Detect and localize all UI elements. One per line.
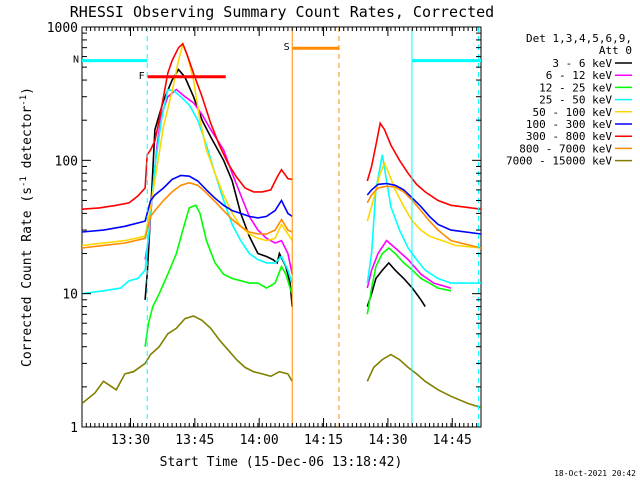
series-line-2-seg-0 bbox=[144, 204, 293, 347]
legend-header-0: Det 1,3,4,5,6,9, bbox=[526, 32, 632, 45]
series-line-0-seg-1 bbox=[366, 261, 426, 308]
legend-label-2: 12 - 25 keV bbox=[539, 81, 612, 94]
series-line-3-seg-1 bbox=[366, 154, 481, 284]
legend-label-6: 300 - 800 keV bbox=[526, 130, 612, 143]
x-axis-label: Start Time (15-Dec-06 13:18:42) bbox=[160, 455, 403, 470]
series-line-3-seg-0 bbox=[81, 88, 293, 295]
y-tick-label-1: 10 bbox=[62, 288, 78, 303]
series-line-5-seg-0 bbox=[81, 174, 293, 233]
y-axis-label: Corrected Count Rate (s-1 detector-1) bbox=[19, 87, 35, 367]
legend-label-1: 6 - 12 keV bbox=[546, 69, 613, 82]
series-line-4-seg-0 bbox=[81, 41, 293, 247]
y-tick-label-2: 100 bbox=[55, 154, 78, 169]
series-line-7-seg-1 bbox=[366, 185, 482, 249]
series-line-6-seg-1 bbox=[366, 121, 482, 210]
x-axis: 13:30 13:45 14:00 14:15 14:30 14:45 bbox=[81, 27, 482, 448]
series-line-2-seg-1 bbox=[366, 246, 452, 315]
legend-label-0: 3 - 6 keV bbox=[552, 57, 612, 70]
y-tick-label-0: 1 bbox=[70, 421, 78, 436]
legend-header-1: Att 0 bbox=[599, 44, 632, 57]
x-tick-label-5: 14:45 bbox=[433, 433, 472, 448]
plot-frame bbox=[81, 26, 482, 428]
series-line-1-seg-1 bbox=[366, 239, 452, 289]
y-tick-label-3: 1000 bbox=[47, 21, 78, 36]
legend-label-8: 7000 - 15000 keV bbox=[506, 155, 612, 168]
series-line-0-seg-0 bbox=[144, 68, 293, 307]
legend-label-5: 100 - 300 keV bbox=[526, 118, 612, 131]
flag-label-1: F bbox=[139, 71, 145, 82]
legend-label-3: 25 - 50 keV bbox=[539, 94, 612, 107]
flag-bars: N F S bbox=[73, 42, 481, 82]
series-line-8-seg-0 bbox=[81, 315, 293, 405]
y-axis: 1 10 100 1000 bbox=[47, 21, 481, 436]
series-line-4-seg-1 bbox=[366, 161, 482, 249]
x-tick-label-3: 14:15 bbox=[304, 433, 343, 448]
x-tick-label-1: 13:45 bbox=[175, 433, 214, 448]
series-layer bbox=[81, 41, 482, 409]
series-line-5-seg-1 bbox=[366, 182, 482, 235]
flag-label-2: S bbox=[284, 42, 290, 53]
series-line-7-seg-0 bbox=[81, 181, 293, 249]
x-tick-label-0: 13:30 bbox=[111, 433, 150, 448]
legend-label-7: 800 - 7000 keV bbox=[519, 142, 612, 155]
flag-label-0: N bbox=[73, 55, 79, 66]
legend-label-4: 50 - 100 keV bbox=[533, 106, 613, 119]
series-line-6-seg-0 bbox=[81, 42, 293, 210]
x-tick-label-4: 14:30 bbox=[368, 433, 407, 448]
footer-date: 18-Oct-2021 20:42 bbox=[554, 469, 636, 478]
marker-lines bbox=[146, 27, 479, 427]
series-line-8-seg-1 bbox=[366, 353, 482, 409]
chart-title: RHESSI Observing Summary Count Rates, Co… bbox=[70, 3, 494, 21]
x-tick-label-2: 14:00 bbox=[240, 433, 279, 448]
